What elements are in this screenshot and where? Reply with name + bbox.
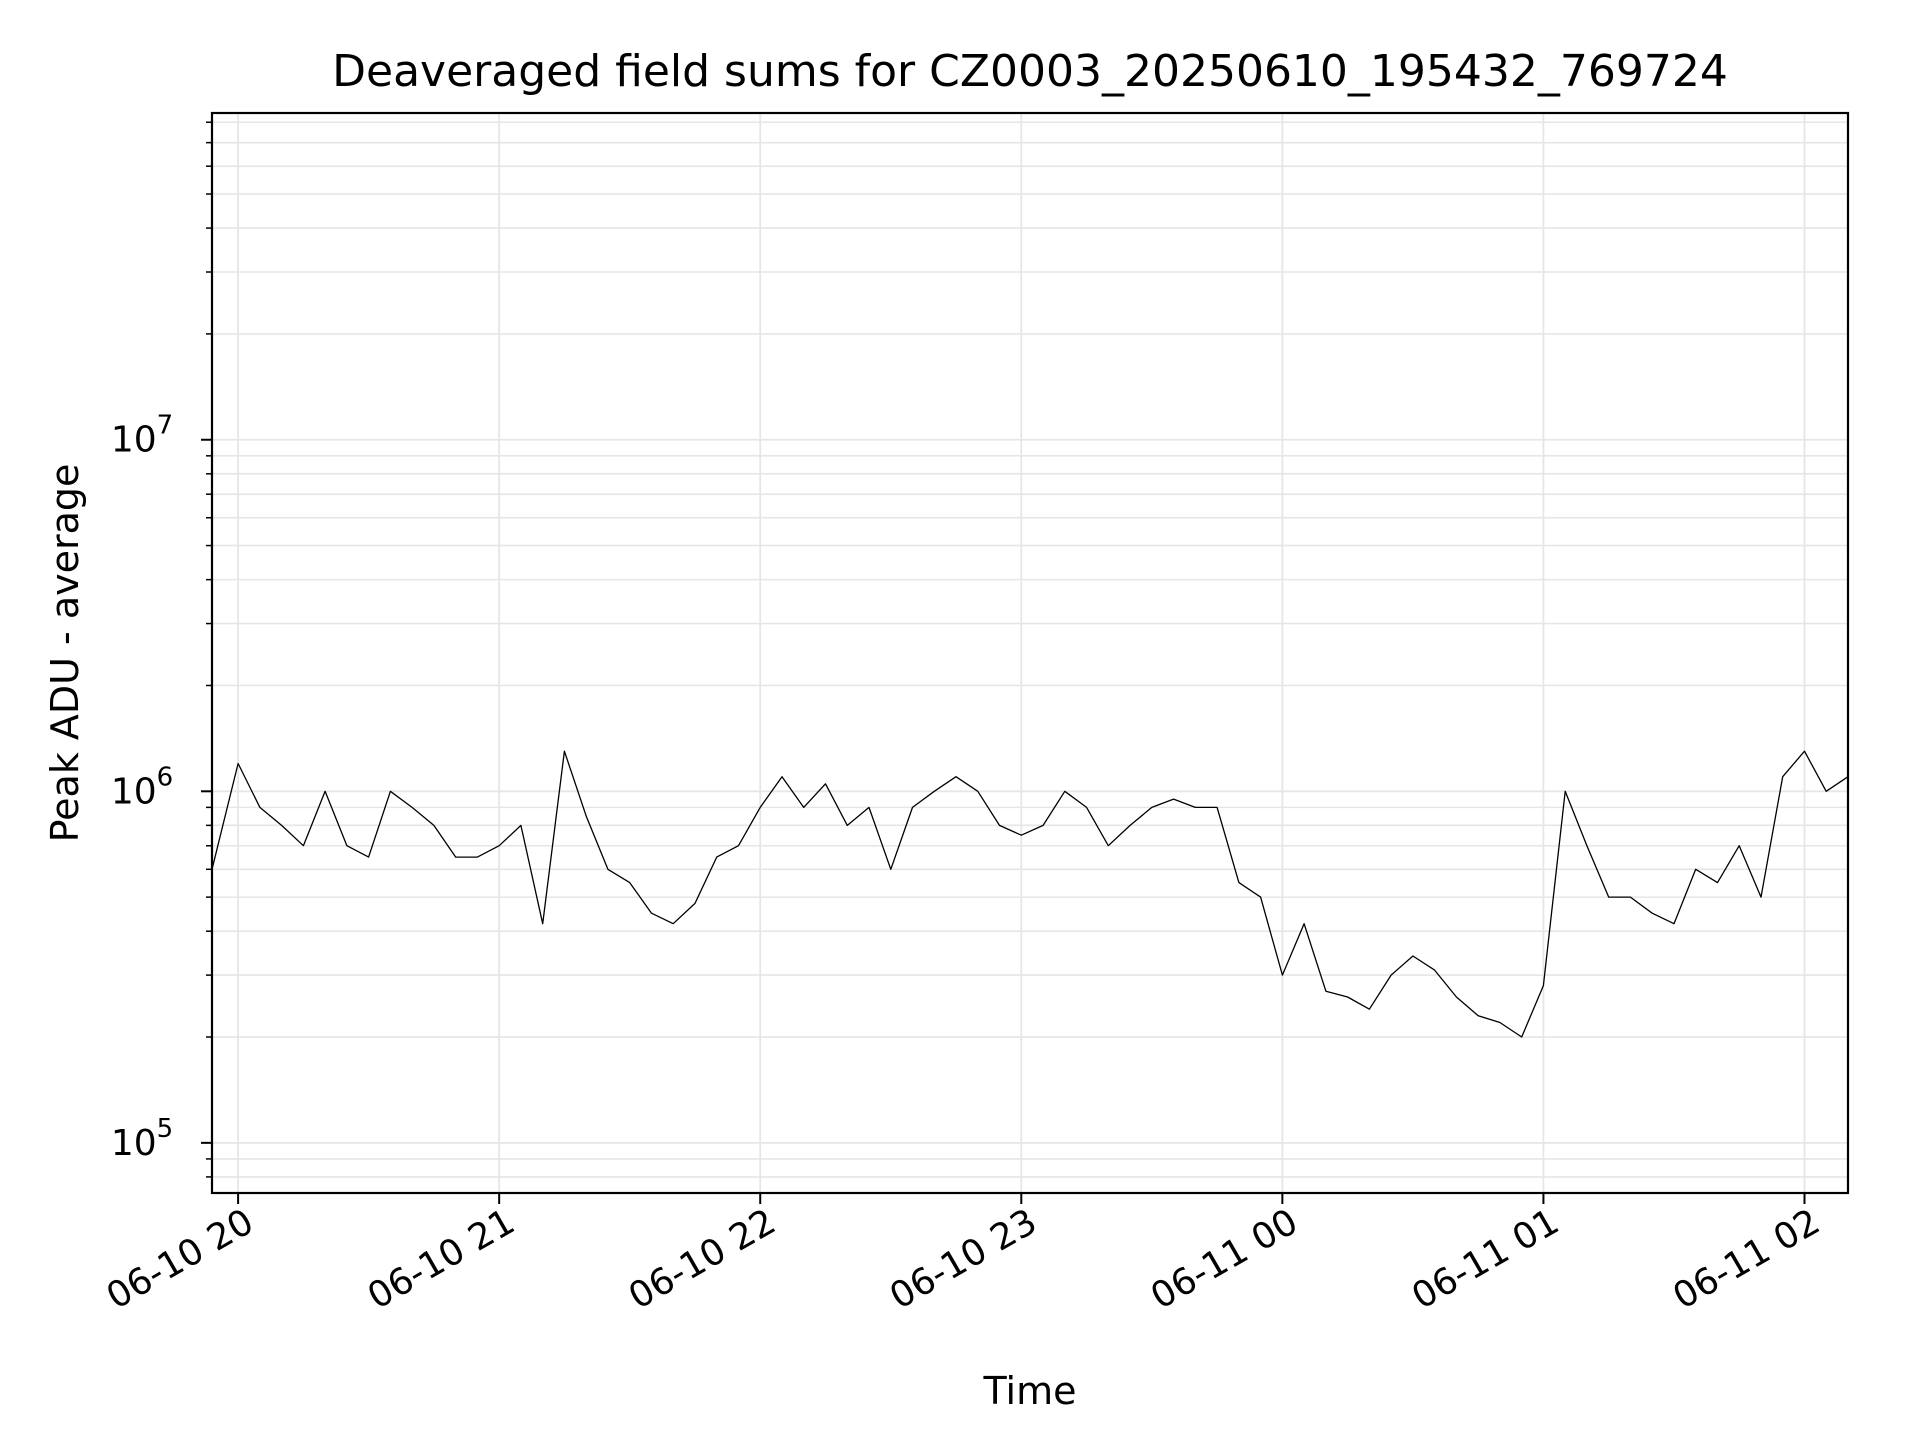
series — [211, 750, 1849, 1038]
series-line — [211, 750, 1849, 1038]
x-axis-label: Time — [983, 1369, 1077, 1413]
y-axis: 105 106 107 — [111, 121, 212, 1178]
y-tick-label: 105 — [111, 1114, 173, 1164]
grid — [212, 113, 1848, 1193]
x-tick-label: 06-11 02 — [1666, 1201, 1827, 1317]
x-tick-label: 06-11 01 — [1405, 1201, 1566, 1317]
x-tick-label: 06-10 21 — [361, 1201, 522, 1317]
y-tick-label: 107 — [111, 411, 173, 461]
chart-title: Deaveraged field sums for CZ0003_2025061… — [332, 46, 1728, 97]
x-tick-label: 06-10 22 — [622, 1201, 783, 1317]
x-tick-label: 06-10 23 — [883, 1201, 1044, 1317]
y-axis-label: Peak ADU - average — [43, 464, 87, 843]
y-tick-label: 106 — [111, 762, 173, 812]
x-tick-label: 06-11 00 — [1144, 1201, 1305, 1317]
x-tick-label: 06-10 20 — [100, 1201, 261, 1317]
x-axis: 06-10 20 06-10 21 06-10 22 06-10 23 06-11 00… — [100, 1193, 1827, 1318]
plot-frame — [210, 111, 1850, 1195]
